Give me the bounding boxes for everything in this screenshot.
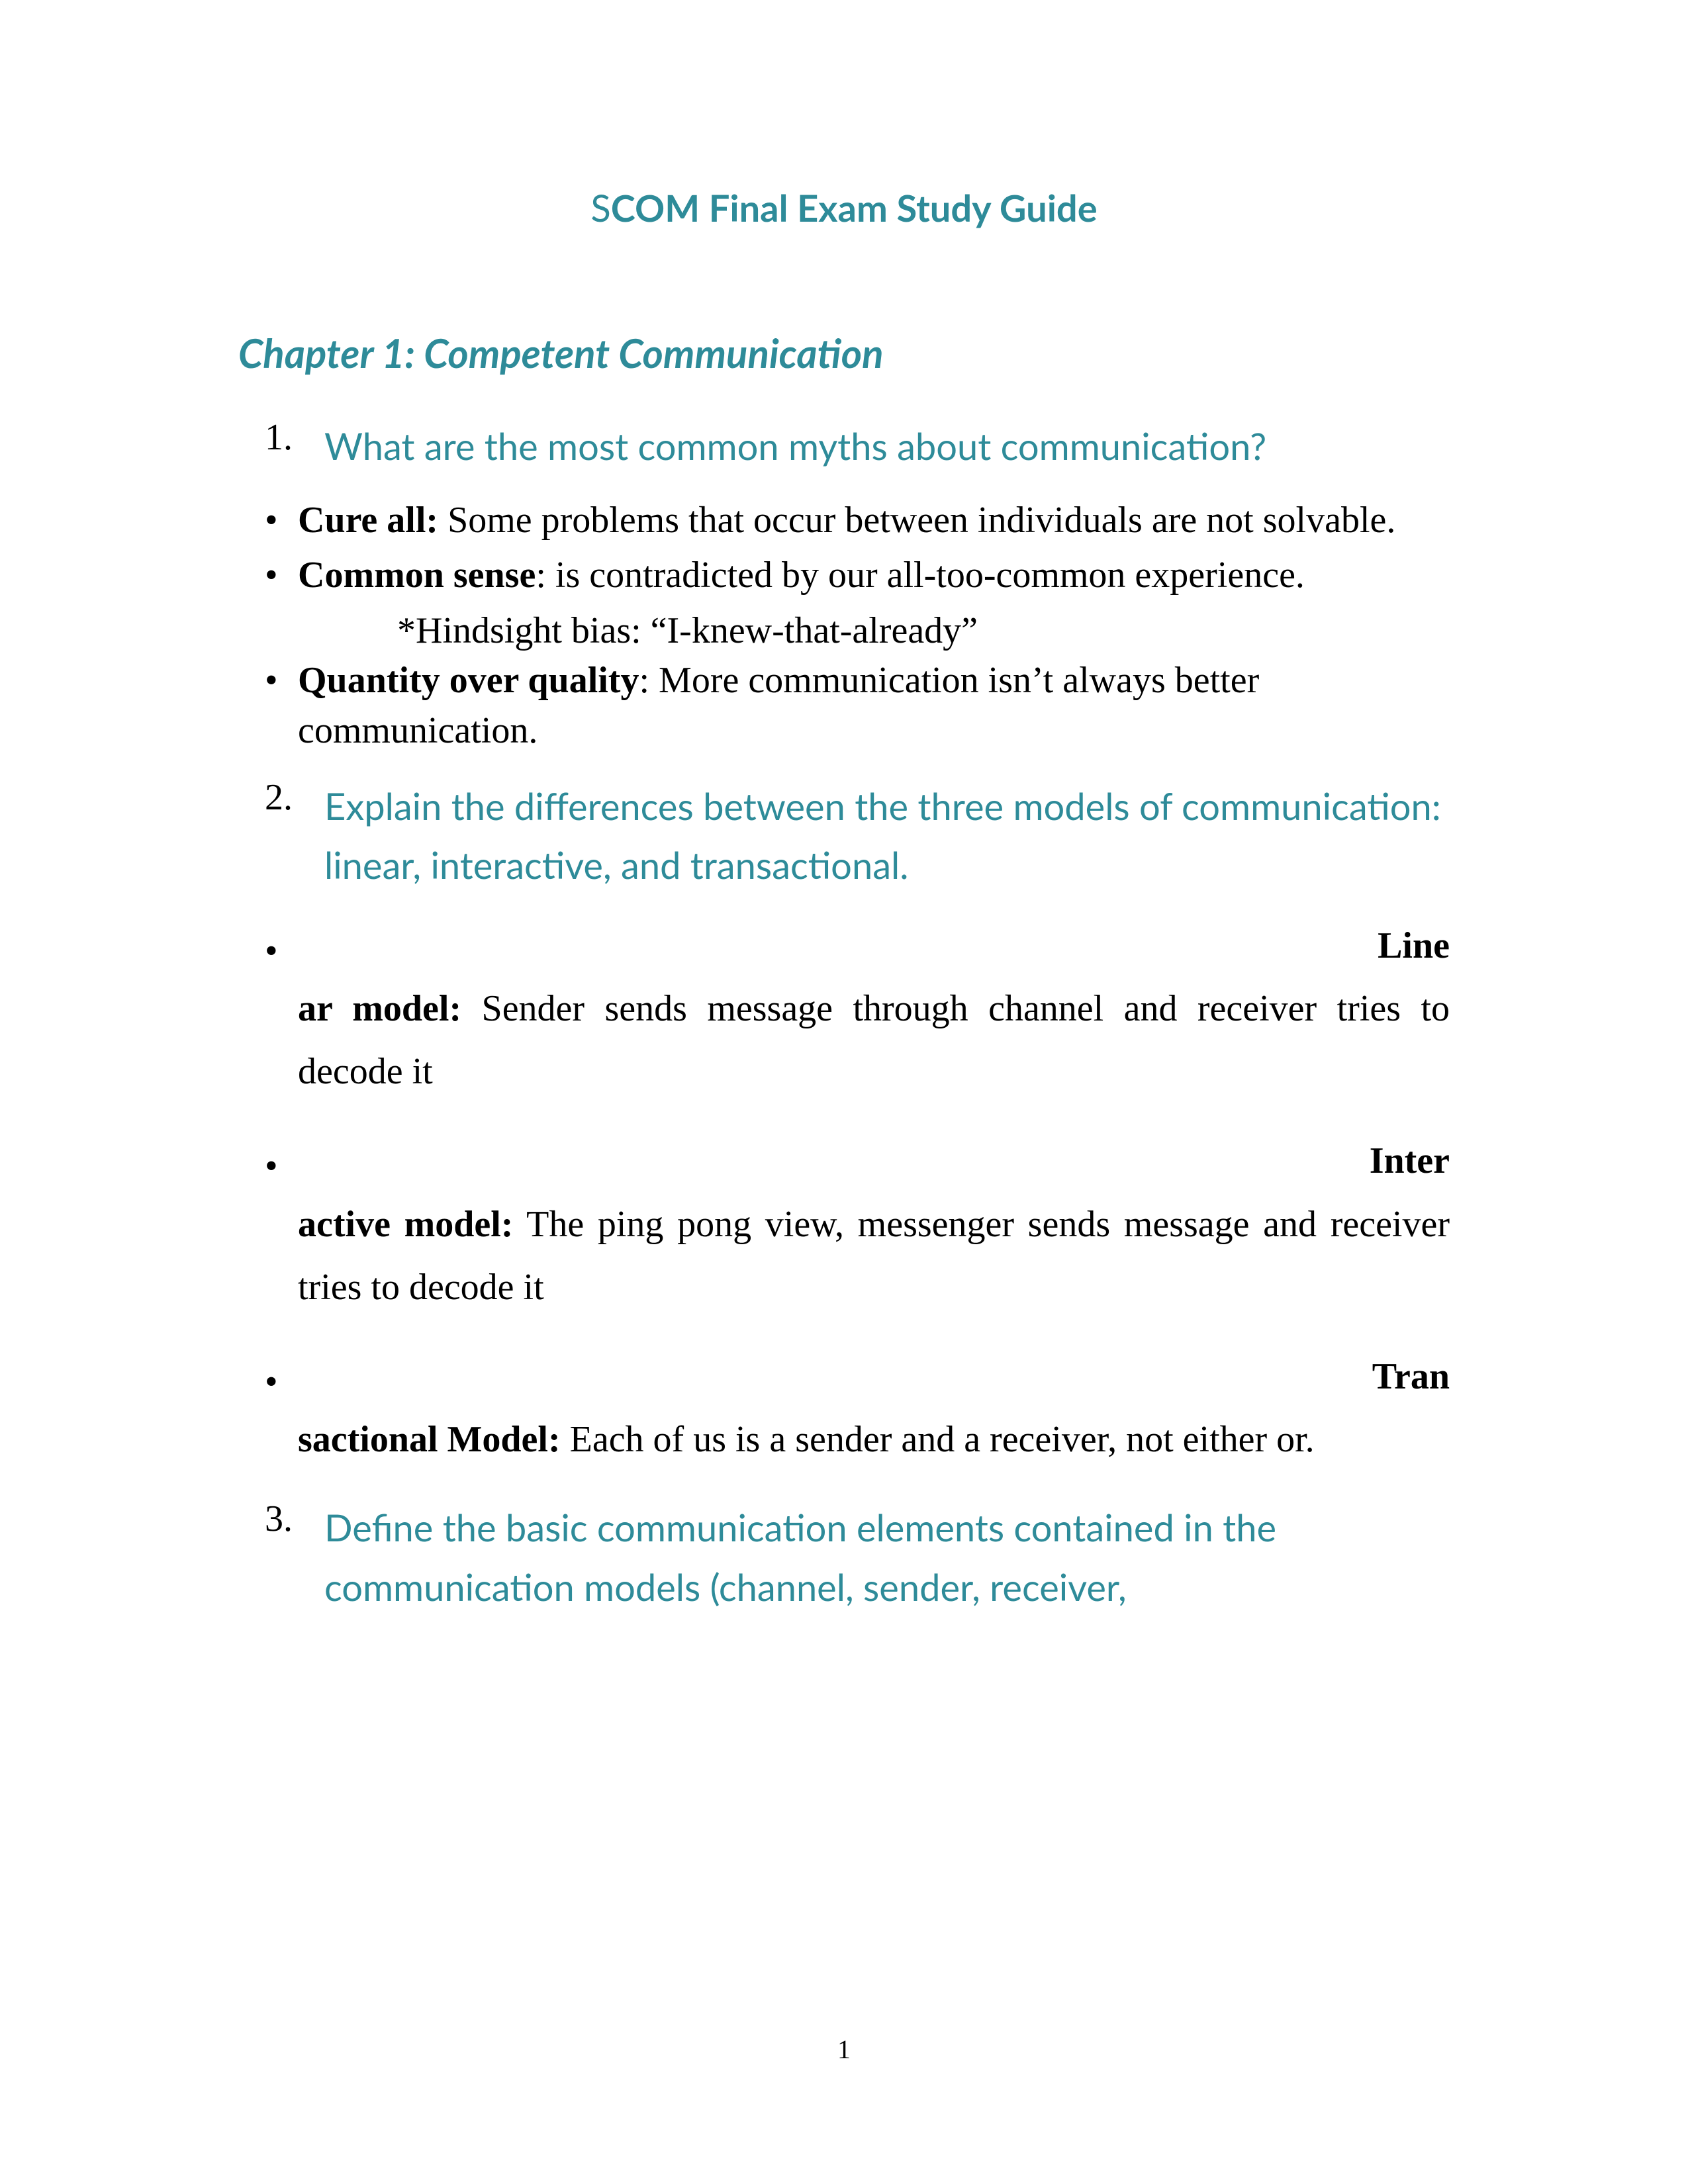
bullet-text: Cure all: Some problems that occur betwe…: [298, 496, 1450, 546]
bullet-dot-icon: •: [265, 915, 298, 983]
question-text: Explain the differences between the thre…: [318, 776, 1450, 895]
question-2: 2. Explain the differences between the t…: [265, 776, 1450, 895]
model-bullet: • Tran sactional Model: Each of us is a …: [265, 1345, 1450, 1471]
model-right-bold: Line: [1378, 915, 1450, 978]
bullet-bold: Common sense: [298, 555, 536, 596]
model-bullet: • Line ar model: Sender sends message th…: [265, 915, 1450, 1104]
bullet-dot-icon: •: [265, 496, 298, 546]
bullet-dot-icon: •: [265, 1130, 298, 1198]
bullet-bold: Quantity over quality: [298, 660, 639, 701]
document-page: SCOM Final Exam Study Guide Chapter 1: C…: [0, 0, 1688, 2184]
title-first-letter: S: [590, 185, 610, 230]
bullet-dot-icon: •: [265, 551, 298, 601]
title-rest: COM Final Exam Study Guide: [611, 185, 1098, 230]
question-3: 3. Define the basic communication elemen…: [265, 1498, 1450, 1616]
bullet-dot-icon: •: [265, 656, 298, 706]
question-text: Define the basic communication elements …: [318, 1498, 1450, 1616]
model-continuation: sactional Model: Each of us is a sender …: [298, 1408, 1450, 1471]
model-bold: active model:: [298, 1204, 513, 1245]
model-continuation: active model: The ping pong view, messen…: [298, 1193, 1450, 1319]
bullet-text: Quantity over quality: More communicatio…: [298, 656, 1450, 756]
bullet-dot-icon: •: [265, 1345, 298, 1414]
page-title: SCOM Final Exam Study Guide: [238, 185, 1450, 230]
model-rest: Sender sends message through channel and…: [298, 988, 1450, 1092]
bullet-rest: Some problems that occur between individ…: [438, 500, 1395, 541]
sub-bullet: *Hindsight bias: “I-knew-that-already”: [397, 606, 1450, 657]
bullet-text: Common sense: is contradicted by our all…: [298, 551, 1450, 601]
question-number: 1.: [265, 416, 318, 476]
model-bold: ar model:: [298, 988, 461, 1029]
model-rest: Each of us is a sender and a receiver, n…: [561, 1419, 1315, 1460]
question-text: What are the most common myths about com…: [318, 416, 1266, 476]
page-number: 1: [0, 2034, 1688, 2065]
model-continuation: ar model: Sender sends message through c…: [298, 978, 1450, 1103]
bullet-bold: Cure all:: [298, 500, 438, 541]
bullet-text: Inter active model: The ping pong view, …: [298, 1130, 1450, 1319]
bullet-text: Line ar model: Sender sends message thro…: [298, 915, 1450, 1104]
chapter-heading: Chapter 1: Competent Communication: [238, 329, 1450, 377]
bullet-rest: : is contradicted by our all-too-common …: [536, 555, 1305, 596]
model-bold: sactional Model:: [298, 1419, 561, 1460]
question-number: 3.: [265, 1498, 318, 1616]
question-1: 1. What are the most common myths about …: [265, 416, 1450, 476]
model-right-bold: Inter: [1370, 1130, 1450, 1193]
bullet-item: • Quantity over quality: More communicat…: [265, 656, 1450, 756]
bullet-item: • Common sense: is contradicted by our a…: [265, 551, 1450, 601]
model-right-bold: Tran: [1372, 1345, 1450, 1408]
bullet-item: • Cure all: Some problems that occur bet…: [265, 496, 1450, 546]
model-bullet: • Inter active model: The ping pong view…: [265, 1130, 1450, 1319]
bullet-text: Tran sactional Model: Each of us is a se…: [298, 1345, 1450, 1471]
question-number: 2.: [265, 776, 318, 895]
bullet-group-1: • Cure all: Some problems that occur bet…: [265, 496, 1450, 756]
